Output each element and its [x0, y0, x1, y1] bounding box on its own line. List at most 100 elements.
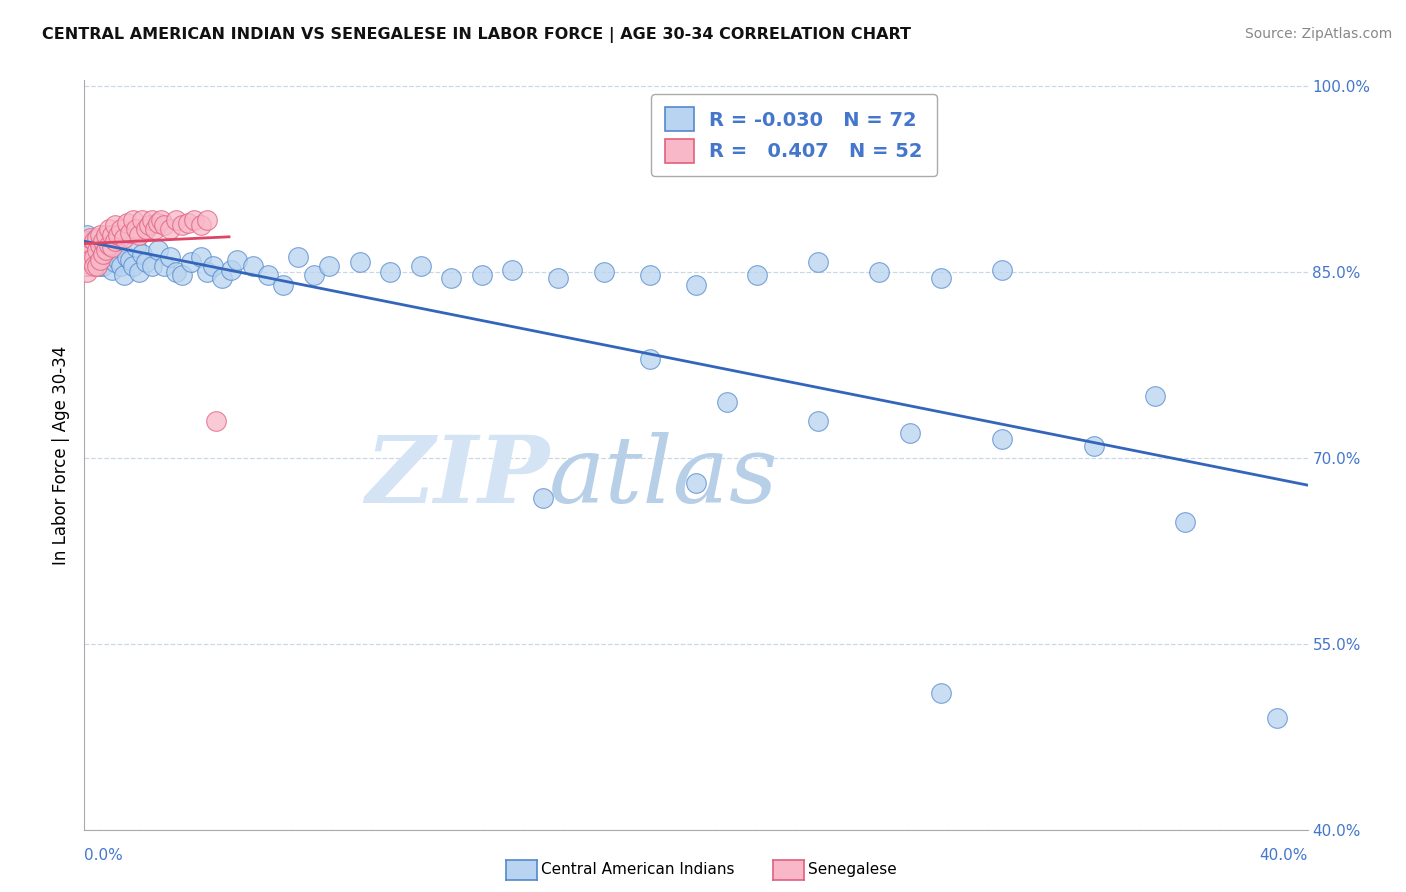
Point — [115, 251, 138, 265]
Point — [97, 238, 120, 252]
Point — [242, 259, 264, 273]
Point — [302, 268, 325, 282]
Point — [190, 218, 212, 232]
Point — [125, 240, 148, 254]
Point — [122, 259, 145, 273]
Point — [201, 259, 224, 273]
Point — [112, 230, 135, 244]
Point — [91, 259, 114, 273]
Point — [138, 218, 160, 232]
Point — [929, 271, 952, 285]
Text: Central American Indians: Central American Indians — [541, 863, 735, 877]
Point — [165, 265, 187, 279]
Point — [115, 216, 138, 230]
Point — [257, 268, 280, 282]
Text: atlas: atlas — [550, 433, 779, 523]
Point — [195, 265, 218, 279]
Point — [86, 243, 108, 257]
Point — [122, 213, 145, 227]
Text: CENTRAL AMERICAN INDIAN VS SENEGALESE IN LABOR FORCE | AGE 30-34 CORRELATION CHA: CENTRAL AMERICAN INDIAN VS SENEGALESE IN… — [42, 27, 911, 43]
Point — [638, 351, 661, 366]
Point — [128, 265, 150, 279]
Point — [89, 240, 111, 254]
Point — [593, 265, 616, 279]
Point — [101, 240, 124, 254]
Point — [380, 265, 402, 279]
Point — [75, 252, 97, 267]
Point — [149, 213, 172, 227]
Point — [1265, 711, 1288, 725]
Point — [172, 218, 194, 232]
Point — [471, 268, 494, 282]
Point — [89, 252, 111, 267]
Point — [76, 234, 98, 248]
Point — [83, 259, 105, 273]
Point — [76, 228, 98, 243]
Text: 40.0%: 40.0% — [1260, 848, 1308, 863]
Point — [131, 246, 153, 260]
Point — [219, 262, 242, 277]
Point — [1083, 439, 1105, 453]
Text: ZIP: ZIP — [366, 433, 550, 523]
Point — [226, 252, 249, 267]
Point — [440, 271, 463, 285]
Point — [190, 251, 212, 265]
Point — [104, 234, 127, 248]
Point — [135, 222, 157, 236]
Point — [107, 252, 129, 267]
Point — [807, 414, 830, 428]
Point — [76, 259, 98, 273]
Point — [79, 230, 101, 244]
Point — [79, 252, 101, 267]
Point — [104, 255, 127, 269]
Point — [131, 213, 153, 227]
Point — [86, 251, 108, 265]
Point — [83, 240, 105, 254]
Point — [205, 414, 228, 428]
Point — [685, 475, 707, 490]
Point — [143, 222, 166, 236]
Point — [94, 243, 117, 257]
Point — [101, 228, 124, 243]
Point — [91, 251, 114, 265]
Point — [146, 216, 169, 230]
Point — [685, 277, 707, 292]
Point — [112, 268, 135, 282]
Point — [1174, 516, 1197, 530]
Point — [91, 234, 114, 248]
Text: Senegalese: Senegalese — [808, 863, 897, 877]
Point — [97, 222, 120, 236]
Point — [271, 277, 294, 292]
Point — [79, 234, 101, 248]
Point — [349, 255, 371, 269]
Point — [318, 259, 340, 273]
Point — [110, 259, 132, 273]
Point — [128, 228, 150, 243]
Point — [79, 240, 101, 254]
Point — [94, 228, 117, 243]
Point — [1143, 389, 1166, 403]
Point — [83, 255, 105, 269]
Point — [104, 240, 127, 254]
Point — [89, 228, 111, 243]
Point — [869, 265, 891, 279]
Point — [146, 243, 169, 257]
Point — [107, 228, 129, 243]
Point — [183, 213, 205, 227]
Point — [76, 251, 98, 265]
Point — [101, 262, 124, 277]
Point — [89, 238, 111, 252]
Point — [898, 426, 921, 441]
Point — [929, 686, 952, 700]
Point — [104, 218, 127, 232]
Point — [991, 433, 1014, 447]
Text: 0.0%: 0.0% — [84, 848, 124, 863]
Point — [110, 222, 132, 236]
Point — [86, 230, 108, 244]
Point — [153, 218, 176, 232]
Point — [141, 259, 163, 273]
Point — [991, 262, 1014, 277]
Point — [94, 246, 117, 260]
Point — [125, 222, 148, 236]
Point — [177, 216, 200, 230]
